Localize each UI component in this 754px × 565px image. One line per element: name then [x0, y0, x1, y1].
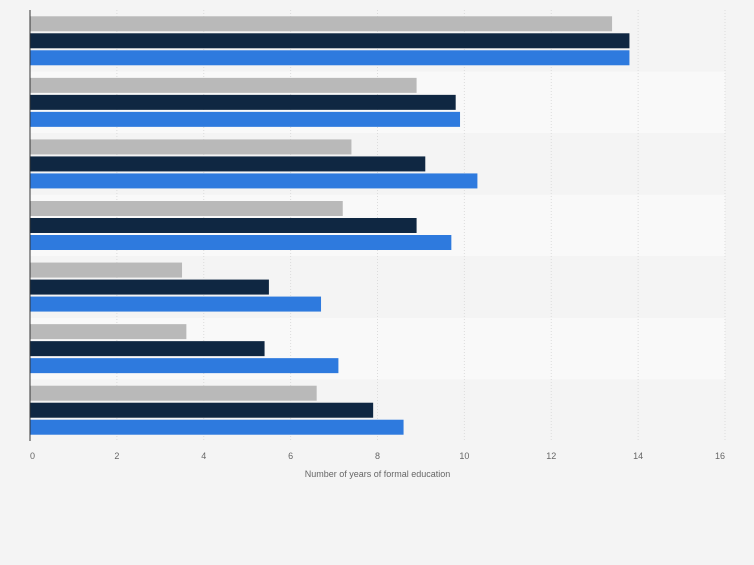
bar[interactable] — [30, 173, 478, 189]
x-tick-label: 16 — [715, 451, 725, 461]
x-tick-label: 0 — [30, 451, 35, 461]
bar[interactable] — [30, 77, 417, 93]
bar[interactable] — [30, 50, 630, 66]
x-tick-labels: 0 2 4 6 8 10 12 14 16 — [30, 451, 725, 461]
bar[interactable] — [30, 279, 269, 295]
bar[interactable] — [30, 156, 426, 172]
bar[interactable] — [30, 201, 343, 216]
bar[interactable] — [30, 111, 461, 127]
x-tick-label: 12 — [546, 451, 556, 461]
x-tick-label: 14 — [633, 451, 643, 461]
bar[interactable] — [30, 324, 187, 340]
bar[interactable] — [30, 16, 613, 32]
x-tick-label: 8 — [375, 451, 380, 461]
bar[interactable] — [30, 94, 456, 110]
bar[interactable] — [30, 385, 317, 401]
bar[interactable] — [30, 139, 352, 155]
bar[interactable] — [30, 218, 417, 233]
x-tick-label: 2 — [114, 451, 119, 461]
x-tick-label: 10 — [459, 451, 469, 461]
bar[interactable] — [30, 402, 374, 418]
bar[interactable] — [30, 341, 265, 357]
bar[interactable] — [30, 358, 339, 374]
x-tick-label: 6 — [288, 451, 293, 461]
bar[interactable] — [30, 296, 322, 312]
bar[interactable] — [30, 33, 630, 49]
bar[interactable] — [30, 235, 452, 250]
bar[interactable] — [30, 419, 404, 435]
bar[interactable] — [30, 262, 183, 278]
x-tick-label: 4 — [201, 451, 206, 461]
x-axis-title: Number of years of formal education — [305, 469, 451, 479]
bars — [30, 16, 630, 435]
